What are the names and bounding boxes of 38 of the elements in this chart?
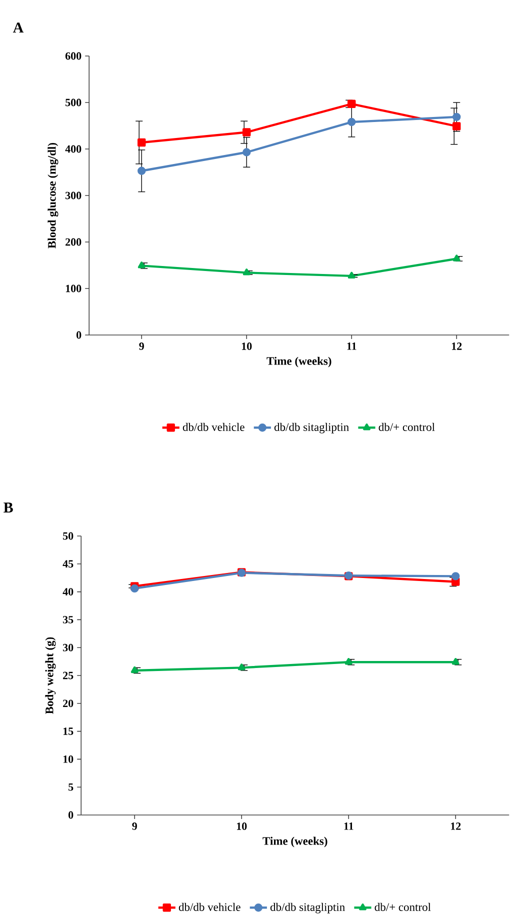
y-tick-label: 100 xyxy=(66,284,82,292)
x-tick-label: 12 xyxy=(452,342,462,350)
legend-label: db/db sitagliptin xyxy=(270,902,345,914)
x-tick-label: 12 xyxy=(450,822,461,830)
x-axis-title: Time (weeks) xyxy=(262,836,328,848)
y-tick-label: 300 xyxy=(65,192,82,200)
y-tick-label: 5 xyxy=(68,783,74,791)
x-tick-label: 10 xyxy=(242,342,252,350)
x-axis-title: Time (weeks) xyxy=(266,356,332,368)
y-tick-label: 200 xyxy=(65,238,82,246)
legend-label: db/+ control xyxy=(378,422,435,431)
y-tick-label: 10 xyxy=(63,755,74,763)
y-tick-label: 40 xyxy=(62,588,74,596)
y-tick-label: 15 xyxy=(63,728,74,735)
y-tick-label: 0 xyxy=(68,811,74,819)
legend-label: db/db sitagliptin xyxy=(274,422,349,434)
y-tick-label: 35 xyxy=(62,616,74,624)
legend-label: db/+ control xyxy=(374,902,431,911)
x-tick-label: 10 xyxy=(236,822,247,830)
x-tick-label: 11 xyxy=(344,822,354,830)
y-tick-label: 50 xyxy=(62,532,74,540)
x-tick-label: 9 xyxy=(132,822,137,830)
y-tick-label: 20 xyxy=(62,700,74,708)
y-axis-title: Blood glucose (mg/dl) xyxy=(48,142,58,248)
y-tick-label: 500 xyxy=(65,98,82,106)
y-tick-label: 0 xyxy=(76,331,82,339)
chart-title: A xyxy=(12,22,24,33)
chart-title: B xyxy=(4,502,13,513)
x-tick-label: 9 xyxy=(139,342,144,350)
y-tick-label: 400 xyxy=(65,145,82,153)
y-tick-label: 25 xyxy=(62,672,74,680)
y-tick-label: 600 xyxy=(65,52,82,60)
x-tick-label: 11 xyxy=(347,342,356,350)
legend-label: db/db vehicle xyxy=(182,422,244,431)
y-axis-title: Body weight (g) xyxy=(45,637,56,714)
y-tick-label: 45 xyxy=(62,560,74,568)
y-tick-label: 30 xyxy=(62,644,74,652)
legend-label: db/db vehicle xyxy=(178,902,240,911)
